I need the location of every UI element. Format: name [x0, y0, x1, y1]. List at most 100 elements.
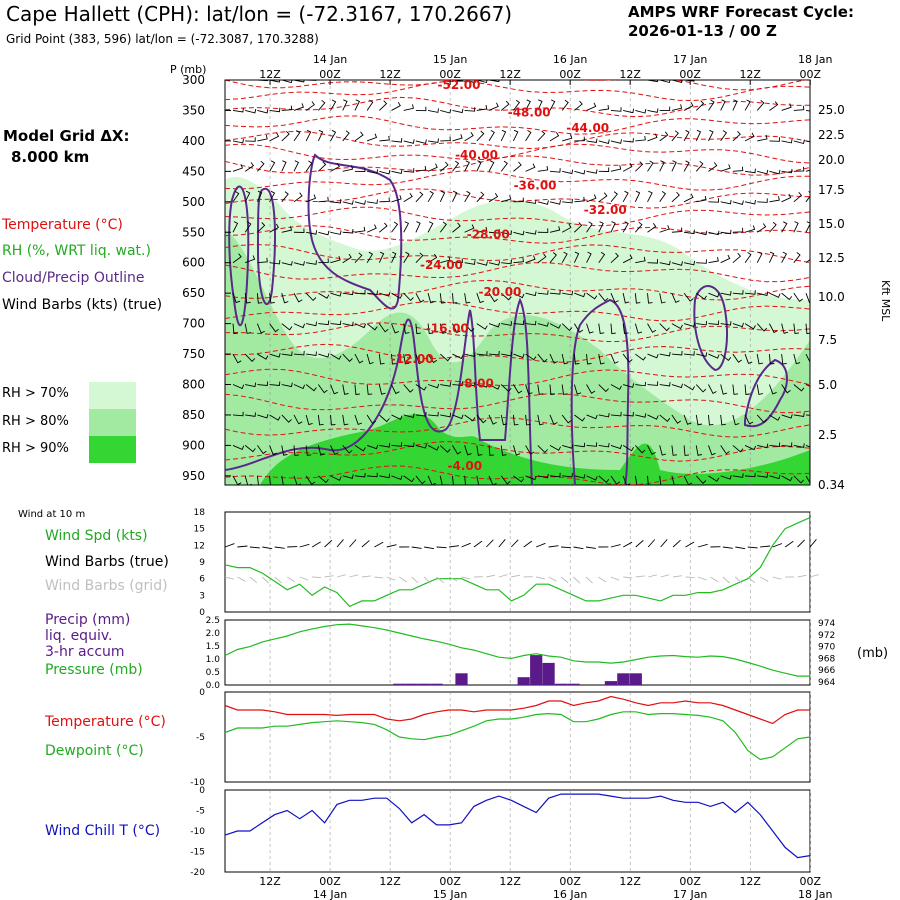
wind-barb	[379, 135, 390, 142]
height-tick-label: 10.0	[818, 290, 845, 304]
bottom-date-tick: 17 Jan	[673, 888, 707, 900]
wind-barb	[756, 100, 765, 111]
temp-contour-label: -40.00	[455, 148, 498, 162]
wind-barb	[695, 100, 705, 111]
pressure-tick-label: 600	[182, 256, 205, 270]
wind-barb	[720, 445, 730, 455]
sfc-wind-barb	[448, 545, 460, 548]
temp-contour-line	[225, 441, 810, 462]
wind-barb	[330, 162, 340, 172]
wind-barb	[610, 80, 612, 81]
wind-barb	[281, 475, 288, 485]
wind-speed-tick: 18	[194, 508, 206, 518]
height-tick-label: 25.0	[818, 103, 845, 117]
wind-barb	[756, 353, 763, 365]
sfc-wind-barb	[349, 539, 357, 548]
bottom-hour-tick: 12Z	[739, 875, 761, 888]
grid-wind-barb	[324, 575, 334, 578]
grid-wind-barb	[548, 576, 557, 582]
wind-barb	[647, 223, 657, 233]
precip-panel-frame	[224, 619, 811, 686]
temp-contour-label: -12.00	[391, 352, 434, 366]
wind-barb	[281, 130, 290, 142]
wind-barb	[403, 413, 415, 418]
wind-barb	[708, 475, 720, 482]
sfc-wind-barb	[386, 544, 397, 548]
sfc-wind-barb	[747, 546, 758, 549]
wind-barb	[452, 258, 463, 264]
wind-barb	[293, 384, 306, 390]
wind-barb	[281, 414, 292, 423]
wind-barb	[488, 292, 498, 303]
wind-barb	[378, 323, 389, 333]
wind-barb	[281, 191, 289, 203]
cloud-outline-6	[693, 285, 728, 372]
wind-barb	[562, 444, 574, 449]
wind-barb	[354, 353, 364, 364]
wind-barb	[574, 292, 586, 298]
wind-barb	[805, 258, 810, 264]
wind-barb	[379, 473, 391, 479]
wind-barb	[476, 414, 487, 424]
height-tick-label: 0.34	[818, 478, 845, 492]
wind-barb	[488, 261, 501, 266]
wind-barb	[537, 445, 548, 454]
wind-barb	[708, 198, 719, 203]
wind-barb	[439, 475, 447, 485]
wind-barb	[415, 80, 417, 81]
wind-barb	[464, 132, 474, 142]
wind-barb	[452, 381, 464, 386]
wind-barb	[293, 292, 303, 303]
wind-barb	[476, 80, 488, 84]
wind-barb	[623, 108, 635, 114]
top-hour-tick: 00Z	[439, 68, 461, 81]
wind-barb	[513, 353, 525, 359]
wind-barb	[769, 251, 775, 263]
wind-barb	[769, 221, 777, 233]
wind-barb	[634, 323, 643, 334]
wind-barb	[318, 320, 330, 326]
wind-barb	[744, 168, 756, 174]
wind-barb	[488, 445, 494, 456]
wind-barb	[586, 442, 598, 447]
wind-barb	[720, 80, 722, 81]
wind-barb	[245, 382, 257, 388]
temp-contour-label: -36.00	[514, 179, 557, 193]
wind-barb	[525, 291, 537, 297]
wind-barb	[610, 384, 622, 391]
wind-barb	[330, 292, 342, 297]
sfc-wind-barb	[249, 546, 260, 549]
precip-tick: 1.0	[206, 655, 221, 665]
pressure-tick: 972	[818, 631, 835, 641]
wind-barb	[513, 320, 525, 325]
wind-barb	[671, 383, 683, 389]
wind-barb	[427, 293, 435, 304]
wind-barb	[354, 289, 366, 295]
windchill-line	[224, 793, 811, 859]
wind-barb	[281, 293, 289, 304]
wind-barb	[744, 199, 756, 205]
precip-bar	[555, 683, 568, 685]
wind-barb	[293, 323, 306, 329]
wind-barb	[708, 162, 718, 172]
pressure-tick-label: 550	[182, 225, 205, 239]
grid-wind-barb	[423, 576, 431, 584]
wind-barb	[574, 136, 585, 142]
wind-barb	[732, 200, 744, 205]
wind-barb	[451, 475, 458, 485]
wind-barb	[805, 384, 810, 387]
wind-barb	[244, 353, 256, 362]
wind-barb	[367, 169, 379, 174]
top-hour-tick: 00Z	[319, 68, 341, 81]
wind-barb	[805, 444, 810, 448]
wind-barb	[330, 129, 337, 142]
precip-tick: 2.5	[206, 616, 220, 626]
wind-barb	[671, 292, 680, 304]
grid-wind-barb	[635, 575, 645, 578]
wind-barb	[464, 381, 476, 387]
grid-wind-barb	[722, 576, 730, 584]
wind-barb	[720, 164, 731, 172]
wind-barb	[634, 475, 642, 485]
wind-barb	[330, 445, 339, 456]
